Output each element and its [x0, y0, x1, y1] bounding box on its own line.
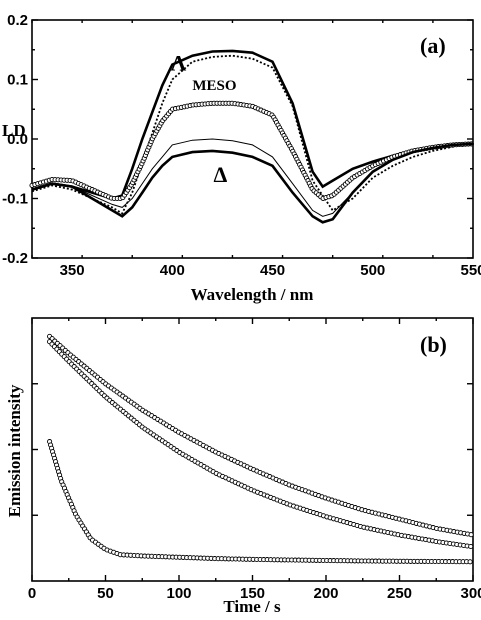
panel-a-xlabel: Wavelength / nm — [191, 285, 314, 304]
series-line — [49, 441, 474, 563]
series-line — [31, 49, 474, 200]
annotation-label: Λ — [170, 51, 186, 76]
x-tick-label: 150 — [240, 585, 265, 602]
panel-b-series — [47, 333, 474, 565]
x-tick-label: 300 — [460, 585, 481, 602]
y-tick-label: 0.0 — [7, 131, 28, 148]
series-line — [49, 341, 474, 548]
y-tick-label: -0.1 — [2, 191, 28, 208]
panel-a-annotations: Λ MESO Δ — [170, 51, 236, 187]
panel-a-ld-spectra: 350 400 450 500 550 -0.2 -0.1 0.0 0.1 0.2 LD Wave… — [2, 12, 481, 304]
annotation-label: Δ — [214, 162, 228, 187]
panel-b-ylabel: Emission intensity — [5, 384, 24, 517]
series-line — [49, 335, 474, 536]
y-tick-label: 0.2 — [7, 12, 28, 29]
x-tick-label: 0 — [28, 585, 36, 602]
y-tick-label: -0.2 — [2, 250, 28, 267]
panel-b-label: (b) — [420, 332, 447, 357]
x-tick-label: 250 — [387, 585, 412, 602]
x-tick-label: 50 — [97, 585, 114, 602]
x-tick-label: 550 — [460, 262, 481, 279]
panel-b-frame — [31, 317, 474, 582]
panel-a-frame — [31, 19, 474, 259]
x-tick-label: 350 — [60, 262, 85, 279]
panel-a-ticks: 350 400 450 500 550 -0.2 -0.1 0.0 0.1 0.2 — [2, 12, 481, 279]
panel-b-xlabel: Time / s — [223, 597, 281, 616]
y-tick-label: 0.1 — [7, 72, 28, 89]
panel-b-ticks: 0 50 100 150 200 250 300 — [28, 318, 481, 602]
series-line — [31, 54, 474, 215]
data-point — [467, 559, 473, 565]
data-point — [468, 543, 474, 550]
x-tick-label: 200 — [313, 585, 338, 602]
panel-a-series — [29, 49, 474, 224]
x-tick-label: 100 — [166, 585, 191, 602]
data-point — [468, 532, 474, 538]
panel-a-label: (a) — [420, 33, 446, 58]
annotation-label: MESO — [192, 78, 236, 94]
x-tick-label: 500 — [360, 262, 385, 279]
x-tick-label: 400 — [160, 262, 185, 279]
series-line — [31, 142, 474, 224]
panel-b-emission-decay: 0 50 100 150 200 250 300 Emission intensity Ti… — [5, 317, 481, 616]
x-tick-label: 450 — [260, 262, 285, 279]
panel-a-ylabel: LD — [2, 121, 26, 140]
